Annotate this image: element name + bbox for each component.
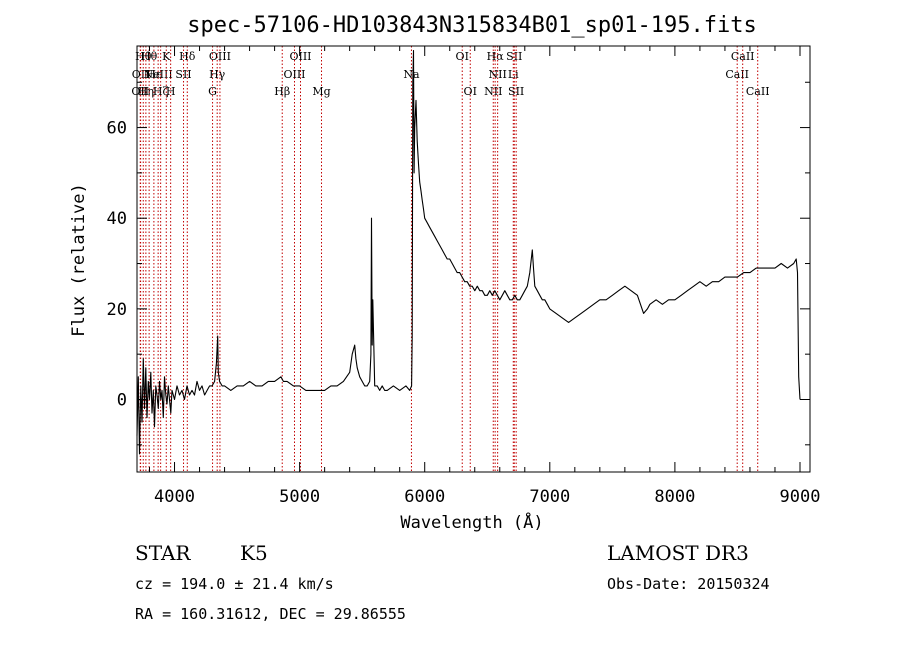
line-label: Hδ xyxy=(179,50,196,63)
line-label: OIII xyxy=(289,50,311,63)
y-tick-label: 60 xyxy=(107,119,127,139)
x-tick-label: 5000 xyxy=(279,487,320,507)
line-label: SII xyxy=(506,50,522,63)
line-label: Hθ xyxy=(135,50,152,63)
line-label: OI xyxy=(464,85,477,98)
plot-axes xyxy=(136,45,811,473)
y-axis-label: Flux (relative) xyxy=(69,183,89,337)
line-label: Hζ xyxy=(153,85,169,98)
line-label: CaII xyxy=(731,50,755,63)
y-tick-label: 40 xyxy=(107,209,127,229)
line-label: Hγ xyxy=(209,68,226,81)
line-label: SII xyxy=(175,68,191,81)
x-tick-label: 7000 xyxy=(529,487,570,507)
line-label: Hβ xyxy=(274,85,290,98)
redshift-line: cz = 194.0 ± 21.4 km/s xyxy=(135,575,334,593)
x-tick-label: 4000 xyxy=(154,487,195,507)
line-label: CaII xyxy=(746,85,770,98)
line-label: OII xyxy=(132,68,150,81)
y-tick-label: 0 xyxy=(117,390,127,410)
y-tick-label: 20 xyxy=(107,300,127,320)
line-label: Li xyxy=(508,68,519,81)
axis-ticks: 4000 5000 6000 7000 8000 9000 0 20 40 60 xyxy=(107,46,821,507)
line-label: OI xyxy=(456,50,469,63)
line-label: H xyxy=(166,85,176,98)
line-label: Hα xyxy=(487,50,505,63)
coordinates: RA = 160.31612, DEC = 29.86555 xyxy=(135,605,406,623)
line-label: G xyxy=(208,85,217,98)
line-label: NeIII xyxy=(144,68,173,81)
emission-line-markers: OIIOIIHθHηHθHεNeIIIHζKHSIIHδGHγOIIIHβOII… xyxy=(131,46,770,472)
line-label: K xyxy=(162,50,171,63)
x-axis-label: Wavelength (Å) xyxy=(400,511,543,533)
line-label: Hη xyxy=(138,85,154,98)
obs-date: Obs-Date: 20150324 xyxy=(607,575,770,593)
spectrum-series xyxy=(136,49,801,455)
chart-title: spec-57106-HD103843N315834B01_sp01-195.f… xyxy=(187,13,757,38)
line-label: CaII xyxy=(725,68,749,81)
x-tick-label: 6000 xyxy=(404,487,445,507)
line-label: Mg xyxy=(312,85,330,98)
line-label: NII xyxy=(484,85,502,98)
line-label: OIII xyxy=(283,68,305,81)
x-tick-label: 8000 xyxy=(654,487,695,507)
x-tick-label: 9000 xyxy=(780,487,821,507)
line-label: Hθ xyxy=(141,50,158,63)
object-subclass: K5 xyxy=(240,541,268,565)
plot-frame xyxy=(136,45,811,473)
survey-name: LAMOST DR3 xyxy=(607,541,749,565)
line-label: NII xyxy=(488,68,506,81)
line-label: OIII xyxy=(209,50,231,63)
spectrum-line xyxy=(136,49,801,455)
line-label: SII xyxy=(508,85,524,98)
line-label: Na xyxy=(403,68,420,81)
object-class: STAR xyxy=(135,541,191,565)
